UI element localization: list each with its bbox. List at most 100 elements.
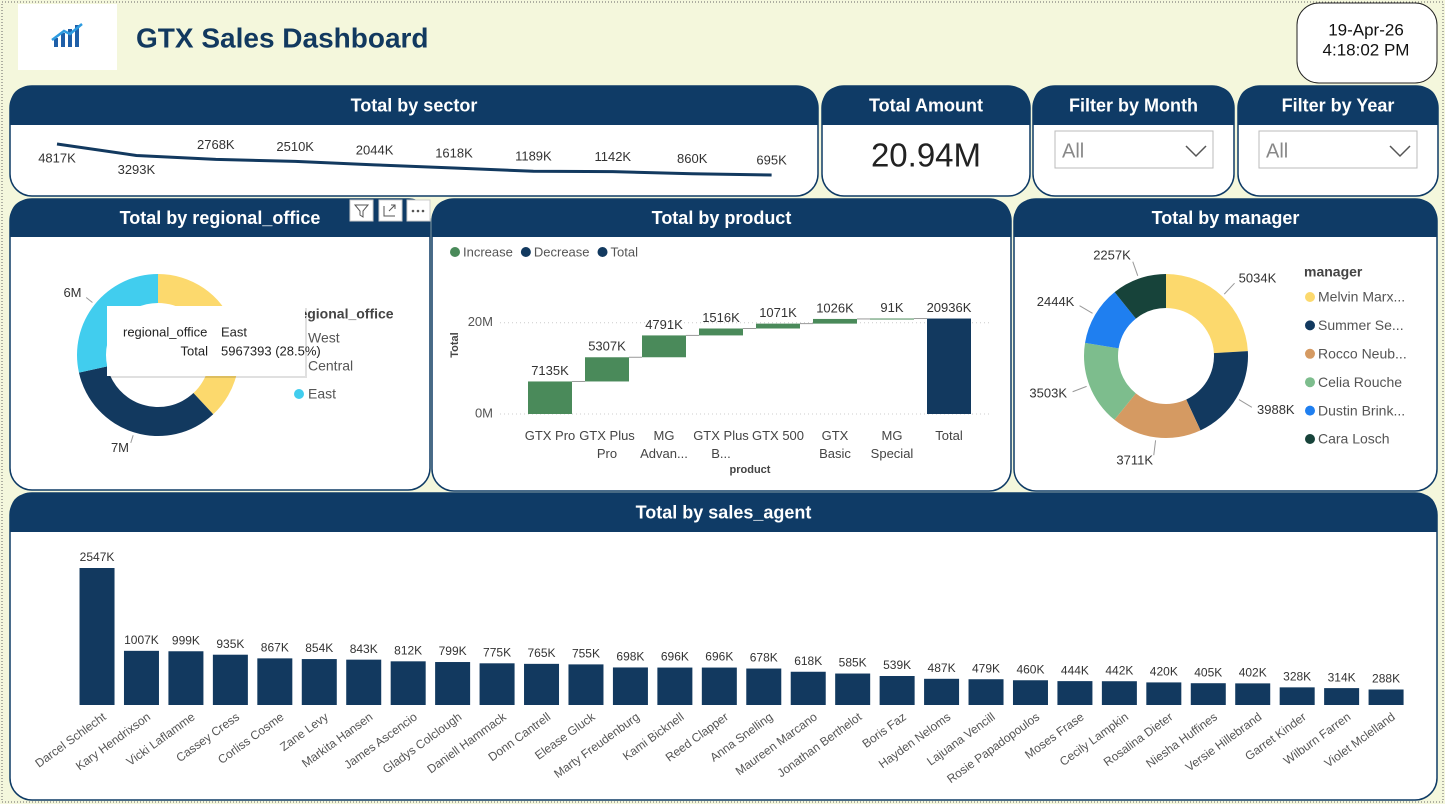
logo xyxy=(51,23,83,47)
panel-title: Total by sales_agent xyxy=(636,502,812,522)
legend-label: Dustin Brink... xyxy=(1318,402,1405,418)
data-label: 539K xyxy=(883,658,911,672)
data-label: 2044K xyxy=(356,142,394,157)
panel-header xyxy=(822,86,1030,125)
data-label: 698K xyxy=(616,650,644,664)
x-tick-label: MG Special xyxy=(870,428,914,461)
dropdown-value: All xyxy=(1062,140,1084,162)
legend-marker xyxy=(294,389,304,399)
bar xyxy=(642,335,686,358)
bar xyxy=(212,654,248,705)
leader-line xyxy=(1079,305,1093,314)
bar xyxy=(968,679,1004,705)
data-label: 860K xyxy=(677,151,708,166)
legend-label: Decrease xyxy=(534,244,590,259)
x-tick-label: GTX Plus B... xyxy=(693,428,749,461)
dropdown[interactable] xyxy=(1258,130,1418,169)
dropdown-value: All xyxy=(1266,140,1288,162)
bar xyxy=(927,318,971,414)
legend-label: West xyxy=(308,330,340,346)
legend-label: Summer Se... xyxy=(1318,317,1404,333)
data-label: 3503K xyxy=(1029,385,1067,400)
dropdown[interactable] xyxy=(1054,130,1214,169)
bar xyxy=(435,662,471,705)
data-label: 755K xyxy=(572,647,600,661)
data-label: 775K xyxy=(483,645,511,659)
data-label: 444K xyxy=(1061,663,1089,677)
y-tick-label: 20M xyxy=(468,314,493,329)
leader-line xyxy=(1153,440,1157,456)
bar xyxy=(1012,680,1048,705)
data-label: 585K xyxy=(839,656,867,670)
data-label: 479K xyxy=(972,661,1000,675)
x-axis-label: product xyxy=(730,464,771,476)
leader-line xyxy=(1238,399,1253,408)
panel-title: Total Amount xyxy=(869,95,983,115)
panel-title: Total by sector xyxy=(351,95,478,115)
toolbar-button[interactable] xyxy=(378,199,403,222)
data-label: 696K xyxy=(661,650,689,664)
more-dot xyxy=(416,209,420,213)
data-label: 5034K xyxy=(1239,270,1277,285)
focus-icon xyxy=(383,204,396,217)
legend-marker xyxy=(450,247,460,257)
leader-line xyxy=(85,297,93,303)
donut-segment xyxy=(1114,393,1201,438)
data-label: 696K xyxy=(705,650,733,664)
leader-line xyxy=(1132,261,1139,276)
panel-header xyxy=(1014,199,1437,237)
legend-label: Rocco Neub... xyxy=(1318,346,1407,362)
bar xyxy=(568,664,604,705)
data-label: 2257K xyxy=(1093,247,1131,262)
data-label: 3293K xyxy=(118,162,156,177)
bar xyxy=(1057,681,1093,705)
dashboard-title: GTX Sales Dashboard xyxy=(136,22,429,53)
data-label: 405K xyxy=(1194,665,1222,679)
bar xyxy=(1279,687,1315,705)
data-label: 1516K xyxy=(702,310,740,325)
bar xyxy=(528,381,572,414)
bar xyxy=(1235,683,1271,705)
legend-label: East xyxy=(308,386,336,402)
time: 4:18:02 PM xyxy=(1323,40,1410,59)
legend-label: Central xyxy=(308,358,353,374)
data-label: 2444K xyxy=(1037,294,1075,309)
filter-icon xyxy=(353,204,370,218)
data-label: 7135K xyxy=(531,363,569,378)
legend-marker xyxy=(597,247,608,257)
bar xyxy=(746,668,782,705)
data-label: 4817K xyxy=(38,150,76,165)
y-axis-label: Total xyxy=(449,332,461,357)
legend-marker xyxy=(1305,320,1315,331)
data-label: 3988K xyxy=(1257,402,1295,417)
bar xyxy=(390,661,426,705)
data-label: 843K xyxy=(350,642,378,656)
donut-segment xyxy=(1186,351,1248,431)
bar xyxy=(168,651,204,705)
data-label: 5307K xyxy=(588,339,626,354)
x-tick-label: GTX 500 xyxy=(751,428,805,443)
toolbar-button[interactable] xyxy=(349,199,374,222)
bar xyxy=(1101,681,1137,705)
more-dot xyxy=(421,209,425,213)
data-label: 678K xyxy=(750,651,778,665)
panel-header xyxy=(432,199,1011,237)
tooltip xyxy=(107,306,305,376)
kpi-value: 20.94M xyxy=(871,137,981,174)
data-label: 1142K xyxy=(594,149,631,164)
tooltip-value: East xyxy=(221,324,247,339)
bar xyxy=(346,659,382,705)
bar xyxy=(524,663,560,705)
chevron xyxy=(1185,145,1207,158)
legend-label: Celia Rouche xyxy=(1318,374,1402,390)
bar xyxy=(79,568,115,705)
data-label: 812K xyxy=(394,643,422,657)
panel-title: Filter by Year xyxy=(1282,95,1395,115)
legend-title: manager xyxy=(1304,264,1363,280)
data-label: 314K xyxy=(1328,670,1356,684)
data-label: 1007K xyxy=(124,633,159,647)
bar xyxy=(701,667,737,705)
